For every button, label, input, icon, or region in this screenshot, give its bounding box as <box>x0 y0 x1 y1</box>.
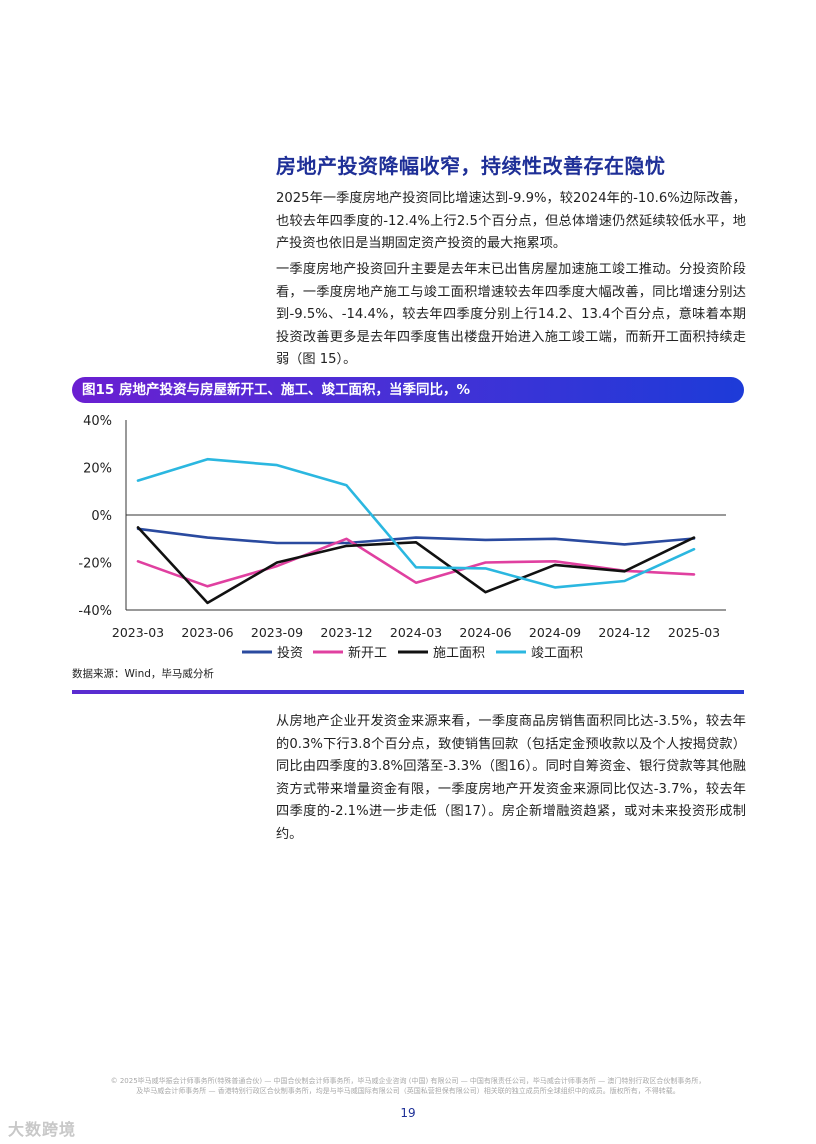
y-tick-label: 0% <box>91 509 112 524</box>
y-tick-label: 20% <box>83 462 112 477</box>
section-title: 房地产投资降幅收窄，持续性改善存在隐忧 <box>276 154 666 178</box>
series-line-1 <box>136 537 696 588</box>
paragraph-investment-overview: 2025年一季度房地产投资同比增速达到-9.9%，较2024年的-10.6%边际… <box>276 191 746 251</box>
footer-legal-line-1: © 2025毕马威华振会计师事务所(特殊普通合伙) — 中国合伙制会计师事务所，… <box>110 1077 706 1085</box>
series-line-3 <box>136 457 696 589</box>
figure-source: 数据来源：Wind，毕马威分析 <box>72 668 214 680</box>
legend-label: 竣工面积 <box>531 646 583 661</box>
legend-label: 新开工 <box>348 645 387 661</box>
y-tick-label: 40% <box>83 414 112 429</box>
paragraph-construction-analysis: 一季度房地产投资回升主要是去年末已出售房屋加速施工竣工推动。分投资阶段看，一季度… <box>276 262 746 367</box>
x-tick-label: 2024-09 <box>529 625 581 640</box>
legend-label: 施工面积 <box>433 646 485 661</box>
x-tick-label: 2023-09 <box>251 625 303 640</box>
footer-legal: © 2025毕马威华振会计师事务所(特殊普通合伙) — 中国合伙制会计师事务所，… <box>72 1076 744 1096</box>
x-tick-label: 2024-12 <box>598 625 650 640</box>
figure-title-bar: 图15 房地产投资与房屋新开工、施工、竣工面积，当季同比，% <box>72 377 744 403</box>
x-tick-label: 2023-03 <box>112 625 164 640</box>
y-tick-label: -40% <box>78 604 112 619</box>
y-tick-label: -20% <box>78 557 112 572</box>
footer-legal-line-2: 及毕马威会计师事务所 — 香港特别行政区合伙制事务所，均是与毕马威国际有限公司（… <box>136 1087 680 1095</box>
x-tick-label: 2023-12 <box>320 625 372 640</box>
series-line-2 <box>136 526 696 605</box>
watermark-logo: 大数跨境 <box>8 1120 77 1139</box>
x-tick-label: 2023-06 <box>181 625 233 640</box>
section-divider <box>72 690 744 694</box>
x-tick-label: 2025-03 <box>668 625 720 640</box>
line-chart: 40% 20% 0% -20% -40%2023-03 2023-06 2023-09 202… <box>78 414 726 661</box>
paragraph-funding-sources: 从房地产企业开发资金来源来看，一季度商品房销售面积同比达-3.5%，较去年的0.… <box>276 714 746 842</box>
series-line-0 <box>136 527 696 546</box>
page-number: 19 <box>400 1106 416 1120</box>
x-tick-label: 2024-06 <box>459 625 511 640</box>
legend-label: 投资 <box>277 645 303 661</box>
x-tick-label: 2024-03 <box>390 625 442 640</box>
